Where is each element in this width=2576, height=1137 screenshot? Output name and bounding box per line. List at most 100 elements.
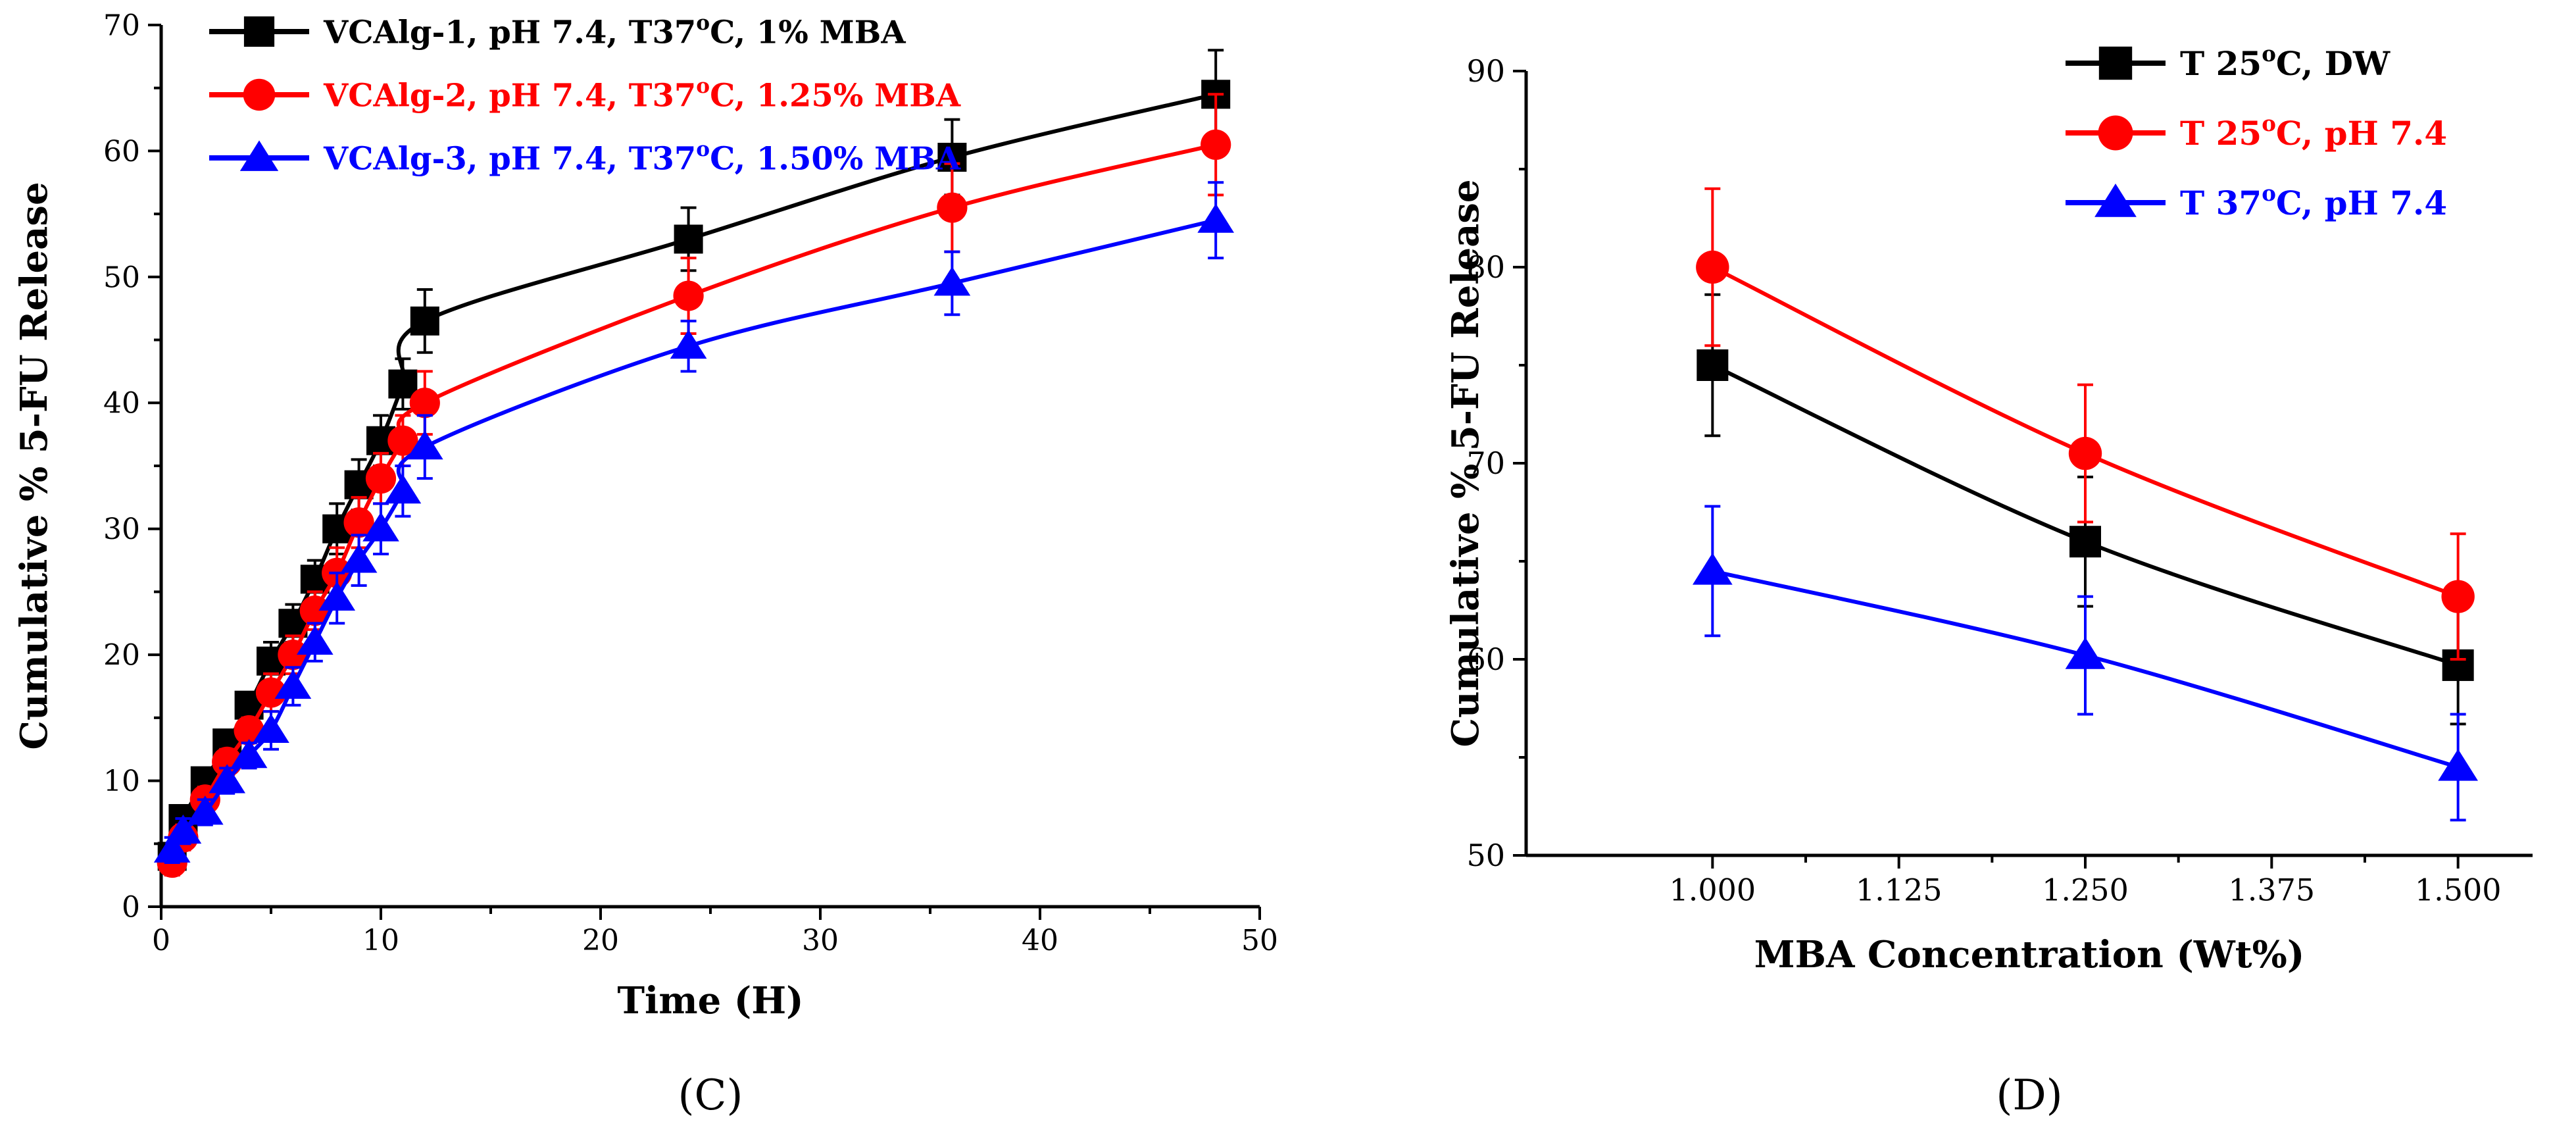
data-point: [1697, 349, 1729, 381]
y-tick-label: 50: [103, 261, 140, 294]
data-point: [410, 306, 439, 336]
legend-label: T 25oC, pH 7.4: [2180, 111, 2447, 153]
y-axis-title: Cumulative % 5-FU Release: [1444, 179, 1487, 747]
legend-label-part: VCAlg-1, pH 7.4, T37: [323, 14, 696, 51]
y-tick-label: 90: [1466, 53, 1505, 89]
data-point: [384, 474, 422, 504]
legend-marker: [239, 140, 279, 171]
legend-label-part: T 37: [2180, 184, 2262, 222]
data-point: [670, 329, 707, 359]
x-tick-label: 40: [1022, 924, 1058, 957]
data-point: [1197, 203, 1235, 233]
legend-label-part: C, pH 7.4: [2276, 184, 2447, 222]
x-tick-label: 50: [1241, 924, 1278, 957]
legend-marker: [243, 78, 276, 111]
y-tick-label: 70: [1466, 445, 1505, 481]
legend: T 25oC, DWT 25oC, pH 7.4T 37oC, pH 7.4: [2066, 41, 2447, 222]
legend-label-part: T 25: [2180, 114, 2262, 153]
legend-label-part: VCAlg-2, pH 7.4, T37: [323, 77, 696, 114]
data-point: [318, 581, 356, 611]
legend-label-part: C, 1% MBA: [710, 14, 906, 51]
x-axis-title: MBA Concentration (Wt%): [1754, 933, 2305, 976]
y-tick-label: 10: [103, 765, 140, 798]
legend-label: VCAlg-2, pH 7.4, T37oC, 1.25% MBA: [323, 74, 961, 114]
legend-label-part: C, pH 7.4: [2276, 114, 2447, 153]
y-tick-label: 50: [1466, 838, 1505, 873]
x-tick-label: 1.125: [1856, 872, 1943, 907]
degree-superscript: o: [2262, 41, 2276, 66]
degree-superscript: o: [2262, 180, 2276, 206]
data-point: [362, 512, 399, 542]
data-point: [388, 369, 418, 399]
y-tick-label: 30: [103, 513, 140, 546]
data-point: [673, 280, 704, 311]
x-tick-label: 30: [802, 924, 839, 957]
data-point: [2441, 580, 2475, 613]
legend-label: T 25oC, DW: [2180, 41, 2390, 83]
x-axis-title: Time (H): [617, 979, 803, 1023]
legend-label-part: C, 1.50% MBA: [710, 140, 961, 177]
data-point: [387, 425, 418, 456]
series-line: [170, 218, 1216, 851]
legend-marker: [243, 16, 275, 47]
degree-superscript: o: [696, 11, 710, 35]
x-tick-label: 1.000: [1669, 872, 1756, 907]
data-point: [365, 463, 397, 494]
data-point: [186, 796, 224, 825]
data-point: [937, 192, 968, 223]
data-point: [296, 625, 334, 655]
legend-label-part: C, 1.25% MBA: [710, 77, 961, 114]
panel-label: (D): [1996, 1071, 2062, 1120]
x-tick-label: 20: [582, 924, 619, 957]
y-tick-label: 20: [103, 639, 140, 672]
legend-label: VCAlg-1, pH 7.4, T37oC, 1% MBA: [323, 11, 906, 51]
data-point: [1201, 129, 1231, 160]
panel-label: (C): [678, 1071, 743, 1120]
y-axis-title: Cumulative % 5-FU Release: [12, 182, 56, 749]
data-point: [230, 738, 268, 769]
data-point: [255, 677, 287, 708]
data-point: [674, 224, 703, 254]
y-tick-label: 80: [1466, 249, 1505, 285]
data-point: [2438, 749, 2479, 781]
data-point: [340, 543, 378, 573]
data-point: [2065, 637, 2106, 669]
y-tick-label: 70: [103, 9, 140, 42]
data-point: [1692, 553, 1733, 585]
series-2: [157, 93, 1231, 878]
data-point: [406, 430, 443, 460]
data-point: [1696, 250, 1729, 284]
legend-marker: [2098, 115, 2133, 151]
x-tick-label: 0: [152, 924, 170, 957]
data-point: [164, 814, 202, 844]
degree-superscript: o: [2262, 111, 2276, 136]
data-point: [274, 669, 312, 699]
legend-label: VCAlg-3, pH 7.4, T37oC, 1.50% MBA: [323, 138, 961, 177]
degree-superscript: o: [696, 74, 710, 98]
legend-label-part: T 25: [2180, 44, 2262, 83]
legend-label-part: C, DW: [2276, 44, 2390, 83]
data-point: [153, 833, 191, 863]
degree-superscript: o: [696, 138, 710, 161]
y-tick-label: 0: [122, 890, 140, 924]
y-tick-label: 40: [103, 387, 140, 420]
series-3: [1692, 505, 2479, 822]
x-tick-label: 1.500: [2415, 872, 2502, 907]
x-tick-label: 10: [362, 924, 399, 957]
data-point: [409, 388, 440, 418]
data-point: [343, 507, 374, 538]
data-point: [253, 713, 289, 743]
series-3: [153, 181, 1235, 864]
y-tick-label: 60: [103, 135, 140, 168]
data-point: [933, 266, 971, 296]
legend-marker: [2094, 184, 2137, 217]
data-point: [299, 595, 330, 626]
data-point: [209, 764, 246, 794]
legend-marker: [2098, 46, 2133, 80]
x-tick-label: 1.375: [2228, 872, 2315, 907]
y-tick-label: 60: [1466, 642, 1505, 677]
legend-label: T 37oC, pH 7.4: [2180, 180, 2447, 222]
data-point: [278, 640, 309, 670]
